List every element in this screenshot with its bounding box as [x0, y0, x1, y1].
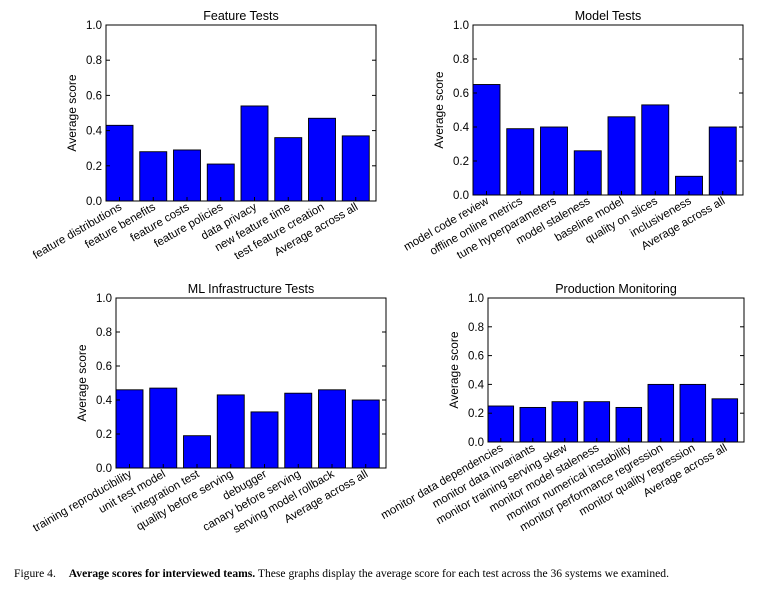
bar-6 [284, 392, 313, 469]
y-tick-label: 0.6 [86, 90, 102, 102]
y-tick-label: 0.4 [468, 379, 485, 391]
bar-3 [173, 149, 201, 202]
bar-3 [551, 401, 579, 443]
y-tick-label: 0.2 [453, 156, 469, 168]
y-tick-label: 1.0 [468, 293, 484, 305]
caption-bold-text: Average scores for interviewed teams. [68, 567, 256, 580]
bar-8 [711, 398, 739, 443]
y-tick-label: 0.6 [468, 351, 484, 363]
chart-3: ML Infrastructure Tests 0.0 0.2 0.4 0.6 0.8 1.… [31, 282, 387, 536]
bar-3 [540, 126, 568, 196]
y-tick-label: 0.4 [96, 395, 113, 407]
y-tick-label: 0.2 [468, 408, 484, 420]
bar-7 [308, 117, 336, 202]
y-tick-label: 0.0 [468, 437, 484, 449]
bar-5 [615, 406, 643, 443]
bar-5 [240, 105, 269, 202]
y-tick-label: 1.0 [86, 20, 102, 32]
chart-title: Feature Tests [203, 9, 279, 23]
y-tick-label: 0.0 [96, 463, 112, 475]
y-axis-label: Average score [75, 344, 89, 421]
bar-1 [105, 124, 134, 202]
caption-text: These graphs display the average score f… [255, 567, 669, 580]
plot-frame [105, 24, 377, 202]
plot-frame [487, 297, 745, 443]
y-tick-label: 0.8 [96, 327, 112, 339]
chart-1: Feature Tests 0.0 0.2 0.4 0.6 0.8 1.0 Average s… [31, 9, 377, 262]
y-tick-label: 0.4 [453, 122, 470, 134]
bar-2 [149, 387, 178, 469]
bar-7 [318, 389, 346, 469]
y-axis-label: Average score [447, 331, 461, 408]
bar-6 [274, 137, 303, 202]
chart-4: Production Monitoring 0.0 0.2 0.4 0.6 0.8 1.0 A… [379, 282, 745, 534]
bar-1 [487, 405, 515, 443]
y-tick-label: 0.6 [453, 88, 469, 100]
y-tick-label: 0.8 [86, 55, 102, 67]
y-tick-label: 0.0 [453, 190, 469, 202]
caption-figure-label: Figure 4. [14, 567, 56, 580]
chart-2: Model Tests 0.0 0.2 0.4 0.6 0.8 1.0 Average sco… [402, 9, 744, 262]
charts-figure: Feature Tests 0.0 0.2 0.4 0.6 0.8 1.0 Average s… [31, 9, 745, 536]
bar-2 [519, 406, 547, 443]
bar-3 [183, 435, 211, 469]
bar-5 [607, 116, 636, 196]
y-tick-label: 0.2 [86, 161, 102, 173]
y-tick-label: 0.8 [468, 322, 484, 334]
y-tick-label: 0.8 [453, 54, 469, 66]
y-tick-label: 0.4 [86, 126, 103, 138]
bar-7 [679, 383, 707, 443]
bar-2 [139, 151, 168, 202]
bar-5 [250, 411, 279, 469]
bar-8 [351, 399, 380, 469]
bar-8 [708, 126, 737, 196]
y-tick-label: 0.6 [96, 361, 112, 373]
bar-8 [341, 135, 370, 202]
plot-frame [115, 297, 387, 469]
bar-1 [115, 389, 144, 469]
bar-4 [583, 401, 611, 443]
bar-4 [216, 394, 245, 469]
bar-2 [506, 128, 535, 196]
y-tick-label: 0.0 [86, 196, 102, 208]
chart-title: Production Monitoring [555, 282, 677, 296]
bar-6 [641, 104, 670, 196]
chart-title: ML Infrastructure Tests [188, 282, 314, 296]
bar-4 [573, 150, 602, 196]
chart-title: Model Tests [575, 9, 641, 23]
bar-6 [647, 383, 675, 443]
bar-1 [472, 84, 501, 196]
y-axis-label: Average score [432, 71, 446, 148]
bar-4 [206, 163, 235, 202]
y-tick-label: 1.0 [453, 20, 469, 32]
y-tick-label: 0.2 [96, 429, 112, 441]
x-tick-label: monitor data dependencies [379, 442, 505, 522]
figure-caption: Figure 4. Average scores for interviewed… [14, 567, 764, 580]
y-tick-label: 1.0 [96, 293, 112, 305]
plot-frame [472, 24, 744, 196]
y-axis-label: Average score [65, 74, 79, 151]
